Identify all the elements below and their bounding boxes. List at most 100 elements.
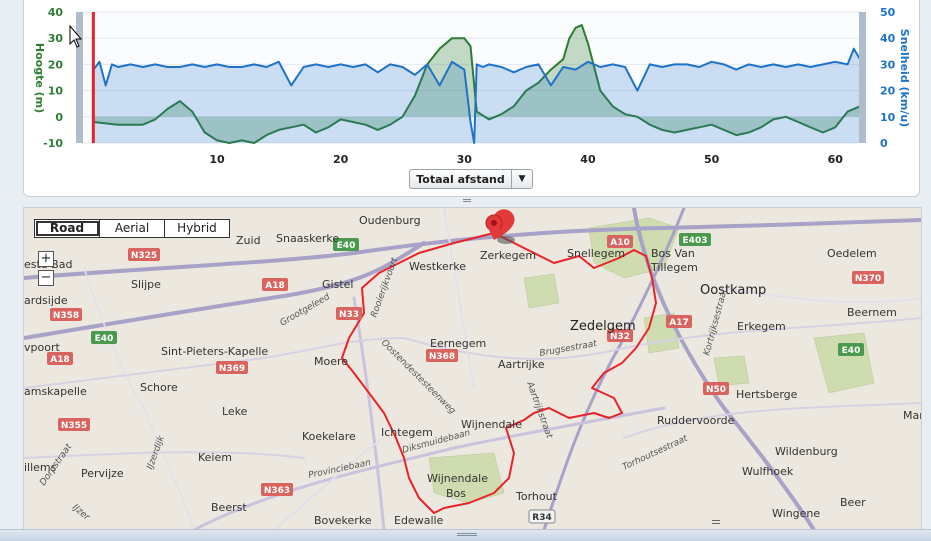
map-type-hybrid[interactable]: Hybrid (177, 221, 217, 235)
left-axis-label: Hoogte (m) (33, 43, 46, 113)
route-map[interactable]: E40 N325 A18 N33 N358 E40 A18 N369 N368 N355 N363 A… (24, 208, 921, 530)
road-badge-label: N358 (53, 311, 79, 321)
chevron-down-icon: ▼ (511, 170, 532, 188)
right-tick-label: 0 (880, 137, 888, 150)
road-badge-label: N33 (339, 310, 359, 320)
place-label: Oudenburg (359, 214, 421, 227)
elevation-speed-chart: -10 0 10 20 30 40 0 10 20 30 40 50 10 20 30 40 50 60 Ho… (33, 6, 911, 166)
right-tick-label: 10 (880, 111, 896, 124)
map-grip-icon[interactable] (712, 520, 720, 524)
left-tick-label: -10 (43, 137, 63, 150)
road-badge-label: A18 (50, 355, 70, 365)
road-badge-label: E40 (842, 346, 861, 356)
series-layer (91, 12, 861, 144)
road-network (24, 208, 921, 530)
road-badge-label: E40 (337, 241, 356, 251)
right-tick-label: 40 (880, 32, 896, 45)
map-panel[interactable]: E40 N325 A18 N33 N358 E40 A18 N369 N368 N355 N363 A… (23, 207, 922, 531)
road-badge-label: N370 (855, 274, 881, 284)
road-badge-label: N32 (610, 332, 630, 342)
place-label: Pervijze (81, 467, 124, 480)
road-badge-label: N325 (131, 251, 157, 261)
series-line-0 (93, 24, 861, 144)
x-tick-label: 50 (704, 153, 720, 166)
right-axis-label: Snelheid (km/u) (898, 29, 911, 127)
road-badge: E40 (838, 343, 864, 356)
road-badge-label: A18 (265, 281, 285, 291)
place-label: Erkegem (737, 320, 786, 333)
place-label: Hertsberge (736, 388, 798, 401)
place-label: Ichtegem (381, 426, 433, 439)
x-tick-label: 40 (580, 153, 596, 166)
road-badge-label: N50 (706, 385, 726, 395)
place-label: Torhout (515, 490, 558, 503)
left-axis-ticks: -10 0 10 20 30 40 (43, 6, 63, 150)
place-label: Schore (140, 381, 178, 394)
road-badge: N325 (128, 248, 160, 261)
place-label: Moere (314, 355, 348, 368)
map-type-aerial[interactable]: Aerial (100, 220, 165, 237)
place-label: Zuid (236, 234, 261, 247)
place-label: Mar (903, 409, 921, 422)
right-tick-label: 30 (880, 58, 896, 71)
road-badge: N363 (261, 483, 293, 496)
zoom-in-button[interactable]: + (38, 251, 54, 267)
place-label: Edewalle (394, 514, 444, 527)
road-badge: A10 (607, 235, 633, 248)
road-badge-label: N368 (429, 352, 455, 362)
place-label: Wulfhoek (742, 465, 794, 478)
place-label: Leke (222, 405, 248, 418)
road-badge-label: A17 (669, 318, 689, 328)
forest-areas (428, 217, 875, 504)
right-tick-label: 20 (880, 85, 896, 98)
road-badge: N33 (336, 307, 362, 320)
place-label: Sint-Pieters-Kapelle (161, 345, 268, 358)
road-badge-label: E403 (683, 236, 708, 246)
place-label: Westkerke (409, 260, 466, 273)
road-badge: R34 (528, 509, 556, 524)
place-label: amskapelle (24, 385, 87, 398)
place-label: Koekelare (302, 430, 356, 443)
place-label: Wildenburg (775, 445, 838, 458)
left-tick-label: 20 (48, 58, 64, 71)
x-axis-select[interactable]: Totaal afstand ▼ (409, 169, 533, 189)
place-label: Wijnendale (461, 418, 522, 431)
left-scroll-track[interactable] (76, 12, 83, 143)
road-badge-label: R34 (532, 513, 551, 523)
place-label: Oedelem (827, 247, 877, 260)
road-badge: N32 (607, 329, 633, 342)
place-label: Beernem (847, 306, 897, 319)
x-tick-label: 60 (828, 153, 844, 166)
place-label: ardsijde (24, 294, 68, 307)
place-label: Beer (840, 496, 866, 509)
road-badge-label: E40 (95, 334, 114, 344)
mouse-cursor-icon (69, 24, 83, 48)
place-label: Wingene (772, 507, 820, 520)
x-tick-label: 20 (333, 153, 349, 166)
road-badge: A18 (262, 278, 288, 291)
place-label: Snaaskerke (276, 232, 339, 245)
zoom-out-button[interactable]: − (38, 270, 54, 286)
road-badge: N369 (216, 361, 248, 374)
street-label: Torhoutsestraat (621, 434, 690, 473)
left-tick-label: 0 (55, 111, 63, 124)
place-label: Gistel (322, 278, 353, 291)
bottom-resize-bar[interactable] (0, 529, 931, 541)
place-label: Ruddervoorde (657, 414, 735, 427)
place-label: Snellegem (567, 247, 625, 260)
place-label: vpoort (24, 341, 60, 354)
place-label: Keiem (198, 451, 232, 464)
right-scroll-track[interactable] (859, 12, 866, 143)
place-labels: Oudenburg Snaaskerke Westkerke Zerkegem Snel… (24, 214, 921, 527)
grip-icon[interactable] (457, 532, 477, 538)
location-pin-icon[interactable] (485, 209, 515, 244)
street-label: Brugsestraat (539, 339, 598, 359)
map-type-road[interactable]: Road (35, 220, 100, 237)
road-badge: E40 (91, 331, 117, 344)
chart-panel: -10 0 10 20 30 40 0 10 20 30 40 50 10 20 30 40 50 60 Ho… (23, 0, 920, 197)
road-badge-label: N363 (264, 486, 290, 496)
road-badge: N358 (50, 308, 82, 321)
place-label: Zedelgem (570, 319, 636, 334)
panel-splitter[interactable] (463, 198, 471, 204)
left-tick-label: 40 (48, 6, 64, 19)
